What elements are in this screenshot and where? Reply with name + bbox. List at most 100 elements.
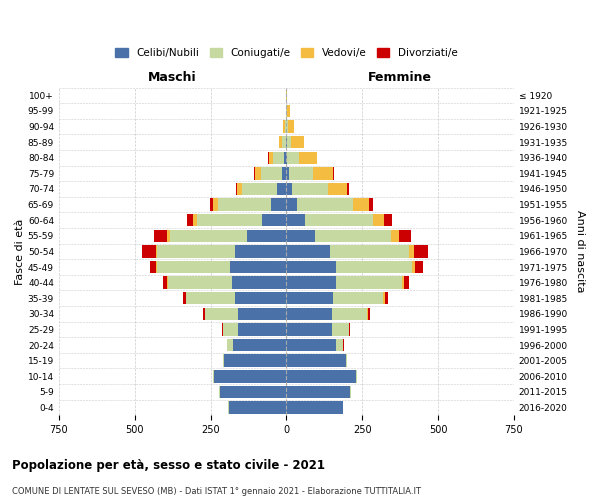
Bar <box>286 214 305 226</box>
Text: Femmine: Femmine <box>368 72 432 85</box>
Bar <box>367 308 368 320</box>
Bar <box>286 386 350 398</box>
Text: Popolazione per età, sesso e stato civile - 2021: Popolazione per età, sesso e stato civil… <box>12 460 325 472</box>
Bar <box>287 136 291 148</box>
Bar <box>415 261 423 274</box>
Bar <box>235 292 286 304</box>
Bar <box>230 261 286 274</box>
Bar <box>197 214 262 226</box>
Bar <box>224 354 286 367</box>
Bar <box>285 120 286 133</box>
Bar <box>210 198 214 211</box>
Bar <box>313 167 333 179</box>
Bar <box>269 152 274 164</box>
Bar <box>214 198 218 211</box>
Bar <box>235 245 286 258</box>
Bar <box>154 230 167 242</box>
Bar <box>286 230 315 242</box>
Bar <box>337 339 343 351</box>
Bar <box>286 152 287 164</box>
Bar <box>286 167 289 179</box>
Bar <box>286 198 297 211</box>
Bar <box>292 182 328 195</box>
Bar <box>212 370 214 382</box>
Bar <box>414 245 428 258</box>
Bar <box>401 276 404 289</box>
Bar <box>233 339 286 351</box>
Bar <box>287 104 290 117</box>
Bar <box>284 152 286 164</box>
Bar <box>404 276 409 289</box>
Bar <box>203 308 205 320</box>
Bar <box>238 323 286 336</box>
Bar <box>412 261 415 274</box>
Bar <box>187 214 193 226</box>
Bar <box>254 167 260 179</box>
Bar <box>279 136 282 148</box>
Bar <box>332 308 367 320</box>
Bar <box>287 120 295 133</box>
Text: Maschi: Maschi <box>148 72 197 85</box>
Y-axis label: Anni di nascita: Anni di nascita <box>575 210 585 292</box>
Bar <box>222 323 223 336</box>
Bar <box>283 120 285 133</box>
Bar <box>286 370 356 382</box>
Bar <box>262 214 286 226</box>
Bar <box>347 182 349 195</box>
Bar <box>167 230 170 242</box>
Bar <box>183 292 186 304</box>
Bar <box>286 120 287 133</box>
Bar <box>282 136 286 148</box>
Bar <box>236 182 237 195</box>
Bar <box>337 276 401 289</box>
Bar <box>282 167 286 179</box>
Bar <box>286 276 337 289</box>
Bar <box>170 230 247 242</box>
Bar <box>229 401 286 413</box>
Bar <box>193 214 197 226</box>
Bar <box>286 339 337 351</box>
Bar <box>214 370 286 382</box>
Bar <box>331 245 409 258</box>
Bar <box>228 401 229 413</box>
Bar <box>205 308 238 320</box>
Bar <box>247 230 286 242</box>
Bar <box>168 276 232 289</box>
Bar <box>286 354 346 367</box>
Bar <box>369 198 373 211</box>
Bar <box>237 182 242 195</box>
Bar <box>409 245 414 258</box>
Bar <box>385 214 392 226</box>
Bar <box>398 230 412 242</box>
Bar <box>157 261 230 274</box>
Bar <box>274 152 284 164</box>
Bar <box>334 292 383 304</box>
Bar <box>227 339 233 351</box>
Legend: Celibi/Nubili, Coniugati/e, Vedovi/e, Divorziati/e: Celibi/Nubili, Coniugati/e, Vedovi/e, Di… <box>111 44 461 62</box>
Bar <box>156 261 157 274</box>
Bar <box>373 214 385 226</box>
Bar <box>218 198 271 211</box>
Bar <box>368 308 370 320</box>
Bar <box>219 386 220 398</box>
Bar <box>291 136 304 148</box>
Bar <box>220 386 286 398</box>
Bar <box>223 354 224 367</box>
Bar <box>299 152 317 164</box>
Bar <box>297 198 353 211</box>
Bar <box>383 292 385 304</box>
Bar <box>356 370 357 382</box>
Bar <box>232 276 286 289</box>
Bar <box>286 182 292 195</box>
Bar <box>328 182 347 195</box>
Bar <box>346 354 347 367</box>
Text: COMUNE DI LENTATE SUL SEVESO (MB) - Dati ISTAT 1° gennaio 2021 - Elaborazione TU: COMUNE DI LENTATE SUL SEVESO (MB) - Dati… <box>12 487 421 496</box>
Bar <box>315 230 391 242</box>
Bar <box>223 323 238 336</box>
Y-axis label: Fasce di età: Fasce di età <box>15 218 25 284</box>
Bar <box>286 245 331 258</box>
Bar <box>385 292 388 304</box>
Bar <box>287 152 299 164</box>
Bar <box>337 261 412 274</box>
Bar <box>289 167 313 179</box>
